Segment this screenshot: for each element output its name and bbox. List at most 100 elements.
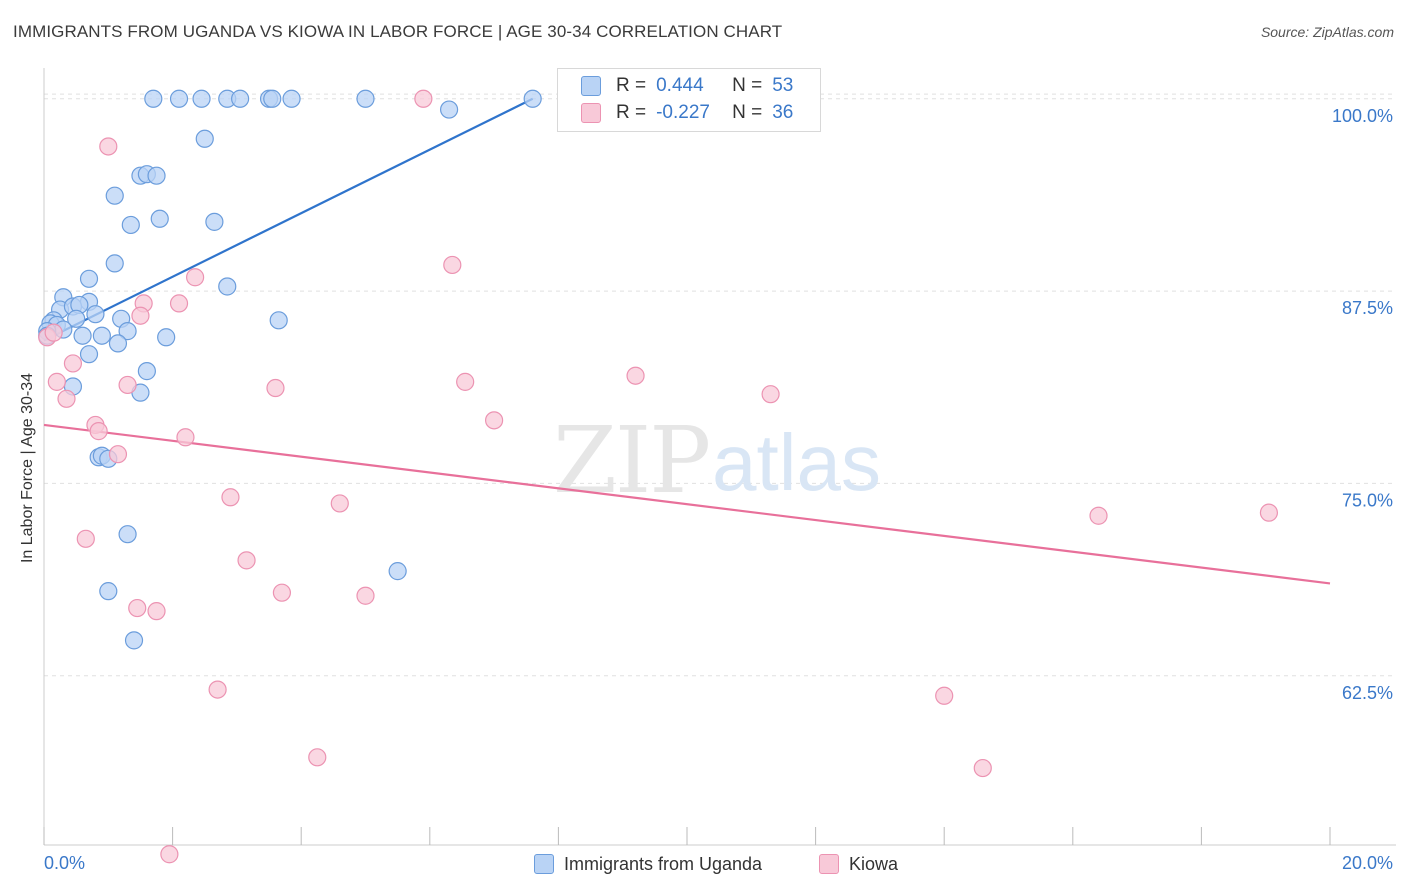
uganda-point	[218, 277, 237, 296]
uganda-point	[195, 129, 214, 148]
legend-label-uganda: Immigrants from Uganda	[564, 853, 763, 874]
legend-r-value: -0.227	[656, 102, 710, 123]
uganda-point	[263, 89, 282, 108]
kiowa-point	[414, 89, 433, 108]
legend-swatch-blue	[534, 854, 554, 874]
legend-n-label: N =	[732, 75, 763, 96]
tick-labels: 62.5% 75.0% 87.5% 100.0% 0.0% 20.0%	[44, 106, 1393, 873]
uganda-point	[99, 582, 118, 601]
uganda-point	[523, 89, 542, 108]
uganda-point	[105, 254, 124, 273]
kiowa-point	[1089, 506, 1108, 525]
kiowa-point	[47, 372, 66, 391]
uganda-point	[118, 322, 137, 341]
source-label: Source: ZipAtlas.com	[1260, 24, 1394, 40]
kiowa-point	[935, 686, 954, 705]
kiowa-point	[356, 586, 375, 605]
uganda-point	[124, 631, 144, 650]
y-tick-label: 87.5%	[1342, 298, 1393, 318]
kiowa-point	[176, 428, 195, 447]
legend-n-value: 53	[772, 75, 794, 96]
legend-n-label: N =	[732, 102, 763, 123]
uganda-point	[169, 89, 189, 108]
y-tick-label: 62.5%	[1342, 683, 1393, 703]
chart-title: IMMIGRANTS FROM UGANDA VS KIOWA IN LABOR…	[13, 22, 783, 41]
uganda-point	[73, 326, 92, 345]
uganda-point	[86, 305, 105, 324]
legend-r-label: R =	[616, 75, 647, 96]
uganda-point	[121, 215, 140, 235]
uganda-point	[231, 89, 250, 108]
uganda-point	[439, 100, 459, 119]
kiowa-point	[1259, 503, 1279, 522]
kiowa-point	[160, 845, 179, 864]
kiowa-point	[443, 255, 462, 275]
legend-item-kiowa: Kiowa	[819, 853, 898, 875]
kiowa-point	[44, 323, 63, 342]
legend-swatch-pink	[819, 854, 839, 874]
kiowa-point	[186, 268, 205, 287]
kiowa-point	[973, 758, 992, 778]
x-tick-label: 20.0%	[1342, 853, 1393, 873]
uganda-point	[79, 269, 99, 288]
kiowa-point	[57, 389, 76, 408]
data-points	[38, 89, 1279, 864]
kiowa-point	[169, 294, 189, 313]
legend-row-uganda: R = 0.444 N = 53	[581, 73, 794, 99]
uganda-point	[137, 362, 156, 381]
legend-label-kiowa: Kiowa	[849, 853, 899, 874]
kiowa-point	[330, 494, 349, 513]
kiowa-point	[131, 306, 150, 325]
legend-row-kiowa: R = -0.227 N = 36	[581, 100, 794, 126]
kiowa-point	[89, 422, 108, 441]
trend-lines	[43, 97, 1331, 585]
uganda-point	[147, 166, 166, 185]
uganda-point	[118, 525, 137, 544]
legend-n-value: 36	[772, 102, 794, 123]
uganda-point	[282, 89, 301, 108]
kiowa-point	[147, 602, 166, 621]
uganda-point	[105, 186, 124, 205]
uganda-point	[157, 328, 176, 347]
kiowa-point	[208, 680, 227, 699]
uganda-point	[79, 345, 99, 364]
watermark-zip: ZIP	[553, 407, 709, 514]
x-tick-label: 0.0%	[44, 853, 85, 873]
grid-lines	[44, 93, 1396, 677]
kiowa-point	[266, 378, 285, 398]
watermark-atlas: atlas	[712, 418, 881, 507]
kiowa-point	[761, 385, 780, 404]
uganda-point	[108, 334, 128, 353]
kiowa-point	[308, 748, 327, 767]
kiowa-point	[485, 411, 504, 430]
kiowa-point	[128, 598, 147, 618]
uganda-point	[144, 89, 163, 108]
kiowa-point	[626, 366, 645, 385]
correlation-legend: R = 0.444 N = 53 R = -0.227 N = 36	[557, 68, 821, 132]
legend-item-uganda: Immigrants from Uganda	[534, 853, 762, 875]
legend-swatch-pink	[581, 103, 601, 123]
kiowa-point	[221, 488, 240, 507]
kiowa-point	[108, 445, 128, 464]
uganda-point	[269, 311, 288, 330]
kiowa-point	[237, 551, 256, 570]
kiowa-point	[99, 137, 118, 156]
uganda-point	[92, 326, 111, 345]
uganda-point	[205, 212, 224, 231]
uganda-point	[150, 209, 169, 228]
kiowa-trend-line	[43, 423, 1331, 585]
uganda-point	[67, 309, 86, 328]
uganda-trend-line	[43, 97, 534, 342]
kiowa-point	[63, 354, 83, 373]
uganda-point	[388, 562, 407, 581]
legend-r-value: 0.444	[656, 75, 704, 96]
y-tick-label: 75.0%	[1342, 490, 1393, 510]
uganda-point	[192, 89, 211, 108]
axes	[43, 68, 1396, 846]
legend-r-label: R =	[616, 102, 647, 123]
kiowa-point	[456, 372, 475, 391]
kiowa-point	[118, 375, 137, 395]
y-tick-label: 100.0%	[1332, 106, 1393, 126]
legend-swatch-blue	[581, 76, 601, 96]
